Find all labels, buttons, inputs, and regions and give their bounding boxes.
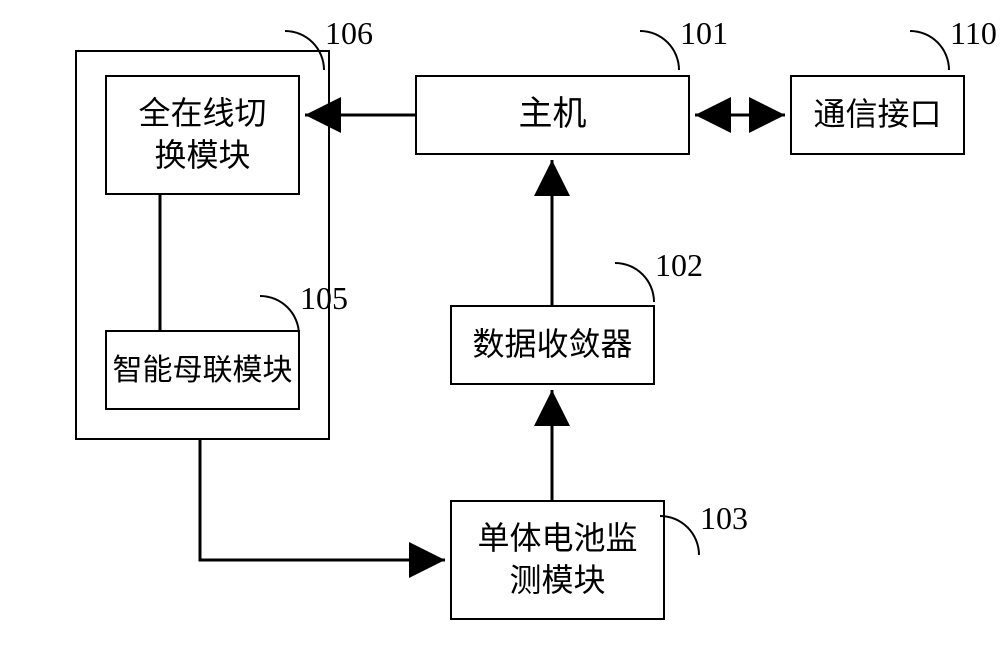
- arrows-layer: [0, 0, 1000, 672]
- edge-bus-to-battery: [200, 440, 445, 560]
